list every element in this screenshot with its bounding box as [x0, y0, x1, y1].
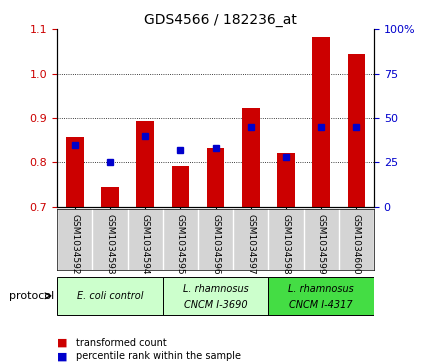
Bar: [101, 187, 119, 207]
Text: percentile rank within the sample: percentile rank within the sample: [76, 351, 241, 362]
Bar: [242, 108, 260, 207]
Bar: [172, 166, 189, 207]
Text: GSM1034595: GSM1034595: [176, 214, 185, 274]
Text: GSM1034594: GSM1034594: [141, 214, 150, 274]
FancyBboxPatch shape: [163, 277, 268, 315]
Bar: [277, 153, 295, 207]
Text: L. rhamnosus: L. rhamnosus: [288, 284, 354, 294]
Text: GSM1034599: GSM1034599: [317, 214, 326, 274]
Text: E. coli control: E. coli control: [77, 291, 143, 301]
Text: GSM1034598: GSM1034598: [282, 214, 290, 274]
Text: CNCM I-4317: CNCM I-4317: [290, 299, 353, 310]
FancyBboxPatch shape: [57, 277, 163, 315]
FancyBboxPatch shape: [268, 277, 374, 315]
Text: GSM1034600: GSM1034600: [352, 214, 361, 274]
Text: GSM1034593: GSM1034593: [106, 214, 114, 274]
Text: transformed count: transformed count: [76, 338, 166, 348]
Bar: [312, 37, 330, 207]
Text: GDS4566 / 182236_at: GDS4566 / 182236_at: [143, 13, 297, 27]
Bar: [136, 121, 154, 207]
Text: GSM1034597: GSM1034597: [246, 214, 255, 274]
Text: ■: ■: [57, 351, 68, 362]
Text: ■: ■: [57, 338, 68, 348]
Bar: [348, 54, 365, 207]
Text: protocol: protocol: [9, 291, 54, 301]
Text: GSM1034596: GSM1034596: [211, 214, 220, 274]
Bar: [66, 137, 84, 207]
Text: L. rhamnosus: L. rhamnosus: [183, 284, 249, 294]
Text: CNCM I-3690: CNCM I-3690: [184, 299, 247, 310]
Text: GSM1034592: GSM1034592: [70, 214, 79, 274]
Bar: [207, 148, 224, 207]
